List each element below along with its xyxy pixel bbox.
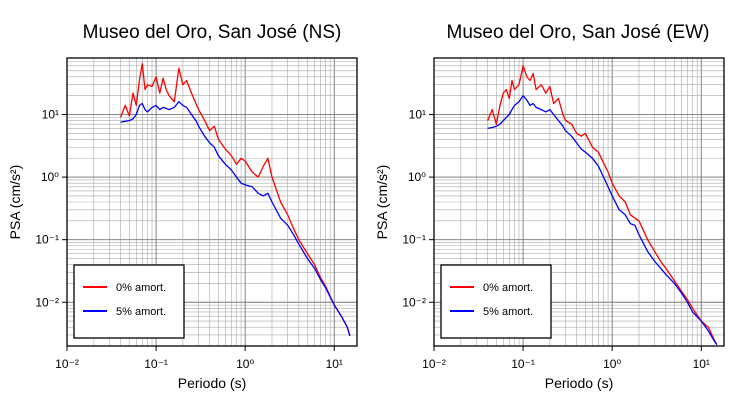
legend: 0% amort. 5% amort. xyxy=(440,264,552,339)
y-tick-label: 10⁰ xyxy=(408,170,426,184)
series-line-0 xyxy=(119,62,351,337)
x-tick-label: 10⁰ xyxy=(236,357,254,371)
legend-box xyxy=(440,264,552,339)
legend-label-0: 0% amort. xyxy=(483,282,533,294)
y-tick-label: 10⁻² xyxy=(402,295,426,309)
x-tick-label: 10⁻¹ xyxy=(511,357,535,371)
x-axis-label: Periodo (s) xyxy=(178,375,246,391)
x-axis-label: Periodo (s) xyxy=(545,375,613,391)
series-line-1 xyxy=(487,95,718,346)
series-line-1 xyxy=(120,101,351,337)
legend-label-1: 5% amort. xyxy=(116,306,166,318)
x-tick-label: 10⁻² xyxy=(422,357,446,371)
legend: 0% amort. 5% amort. xyxy=(73,264,185,339)
y-tick-label: 10⁻² xyxy=(35,295,59,309)
chart-panel-ew: Museo del Oro, San José (EW) 10⁻² 10⁻¹ 10⁰… xyxy=(374,22,725,391)
chart-title: Museo del Oro, San José (EW) xyxy=(447,22,710,43)
x-tick-label: 10⁻¹ xyxy=(144,357,168,371)
y-tick-label: 10⁻¹ xyxy=(35,233,59,247)
y-tick-label: 10¹ xyxy=(42,108,59,122)
legend-label-1: 5% amort. xyxy=(483,306,533,318)
y-axis-label: PSA (cm/s²) xyxy=(374,165,390,240)
x-tick-label: 10¹ xyxy=(693,357,710,371)
series-line-0 xyxy=(487,65,718,346)
chart-panel-ns: Museo del Oro, San José (NS) 10⁻² 10⁻¹ 10⁰… xyxy=(7,22,358,391)
x-tick-label: 10¹ xyxy=(326,357,343,371)
plot-frame xyxy=(433,57,725,347)
plot-frame xyxy=(66,57,358,347)
legend-box xyxy=(73,264,185,339)
y-axis-label: PSA (cm/s²) xyxy=(7,165,23,240)
x-tick-label: 10⁻² xyxy=(55,357,79,371)
chart-title: Museo del Oro, San José (NS) xyxy=(83,22,342,43)
x-tick-label: 10⁰ xyxy=(603,357,621,371)
y-tick-label: 10⁻¹ xyxy=(402,233,426,247)
legend-label-0: 0% amort. xyxy=(116,282,166,294)
y-tick-label: 10¹ xyxy=(409,108,426,122)
y-tick-label: 10⁰ xyxy=(41,170,59,184)
